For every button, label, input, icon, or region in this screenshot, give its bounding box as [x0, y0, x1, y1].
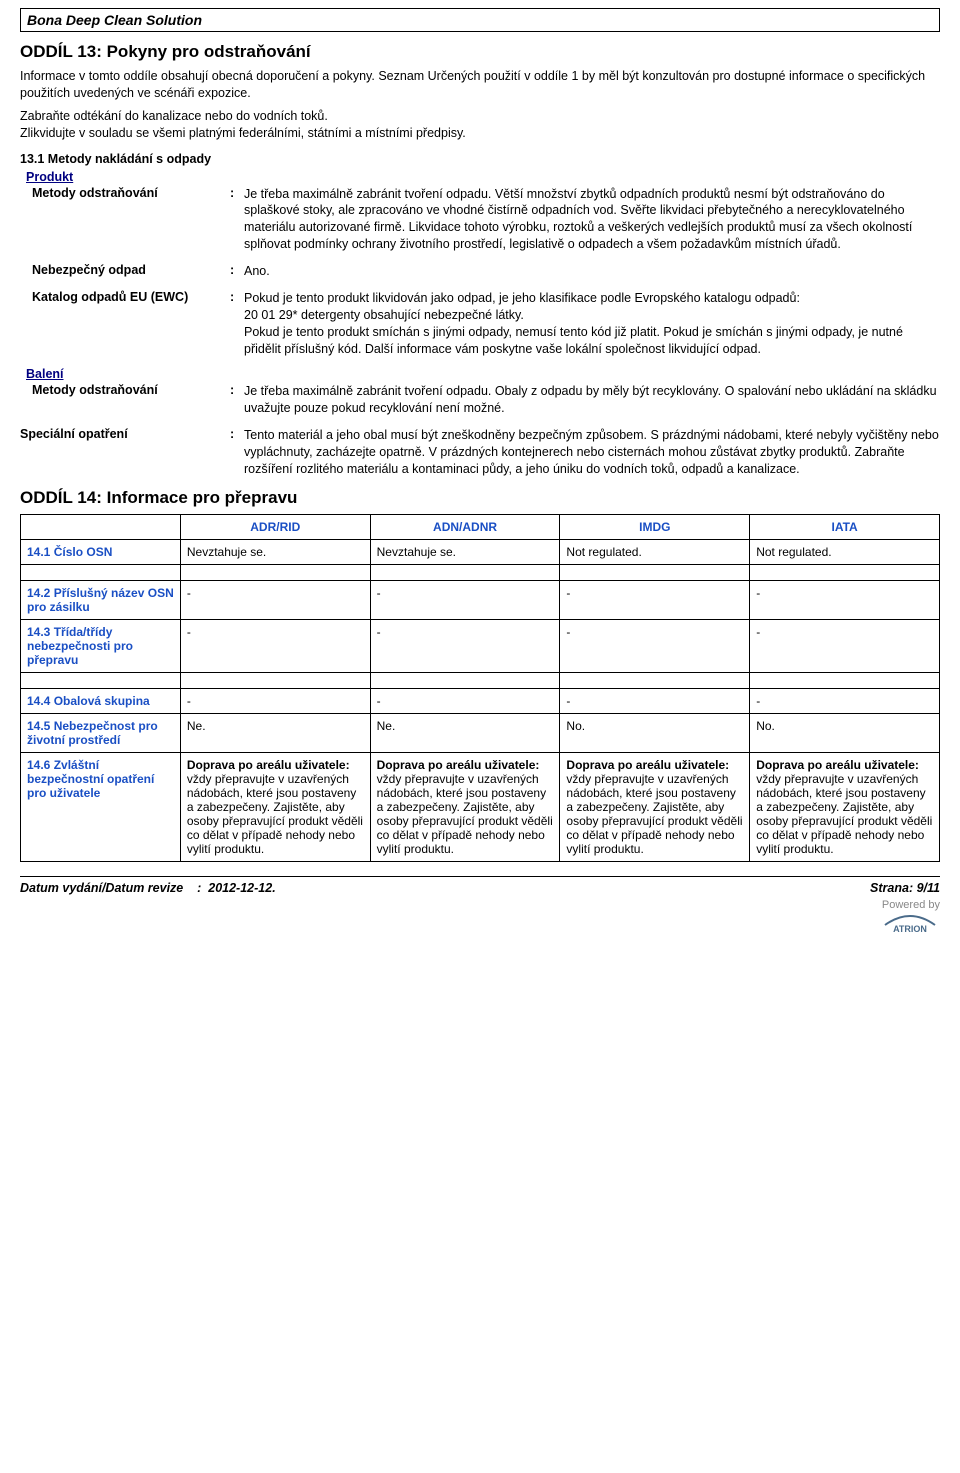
cell-145-1: Ne.: [370, 713, 560, 752]
th-empty: [21, 514, 181, 539]
cell-146-3: Doprava po areálu uživatele: vždy přepra…: [750, 752, 940, 861]
cell-146-3-r: vždy přepravujte v uzavřených nádobách, …: [756, 772, 932, 856]
subheading-131: 13.1 Metody nakládání s odpady: [20, 152, 940, 166]
spacer-row: [21, 672, 940, 688]
spacer-row: [21, 564, 940, 580]
cell-146-0-r: vždy přepravujte v uzavřených nádobách, …: [187, 772, 363, 856]
colon: :: [230, 427, 244, 478]
cell-146-2-r: vždy přepravujte v uzavřených nádobách, …: [566, 772, 742, 856]
footer-date-label: Datum vydání/Datum revize: [20, 881, 183, 895]
row-nebezpecny-odpad: Nebezpečný odpad : Ano.: [20, 263, 940, 280]
label-katalog: Katalog odpadů EU (EWC): [20, 290, 230, 358]
label-spec: Speciální opatření: [20, 427, 230, 478]
section-13-heading: ODDÍL 13: Pokyny pro odstraňování: [20, 42, 940, 62]
page-footer: Datum vydání/Datum revize : 2012-12-12. …: [20, 876, 940, 895]
row-specialni-opatreni: Speciální opatření : Tento materiál a je…: [20, 427, 940, 478]
table-header-row: ADR/RID ADN/ADNR IMDG IATA: [21, 514, 940, 539]
cell-145-3: No.: [750, 713, 940, 752]
rowhead-145: 14.5 Nebezpečnost pro životní prostředí: [21, 713, 181, 752]
table-row: 14.2 Příslušný název OSN pro zásilku - -…: [21, 580, 940, 619]
th-imdg: IMDG: [560, 514, 750, 539]
label-metody2: Metody odstraňování: [20, 383, 230, 417]
footer-date-value: 2012-12-12.: [208, 881, 275, 895]
cell-146-1-b: Doprava po areálu uživatele:: [377, 758, 540, 772]
svg-text:ATRION: ATRION: [893, 924, 927, 933]
value-spec: Tento materiál a jeho obal musí být zneš…: [244, 427, 940, 478]
table-row: 14.5 Nebezpečnost pro životní prostředí …: [21, 713, 940, 752]
cell-141-1: Nevztahuje se.: [370, 539, 560, 564]
transport-table: ADR/RID ADN/ADNR IMDG IATA 14.1 Číslo OS…: [20, 514, 940, 862]
value-metody1: Je třeba maximálně zabránit tvoření odpa…: [244, 186, 940, 254]
cell-142-1: -: [370, 580, 560, 619]
cell-146-2-b: Doprava po areálu uživatele:: [566, 758, 729, 772]
rowhead-146: 14.6 Zvláštní bezpečnostní opatření pro …: [21, 752, 181, 861]
powered-by-text: Powered by: [882, 899, 940, 911]
cell-141-2: Not regulated.: [560, 539, 750, 564]
cell-145-2: No.: [560, 713, 750, 752]
section-14-heading: ODDÍL 14: Informace pro přepravu: [20, 488, 940, 508]
cell-146-1-r: vždy přepravujte v uzavřených nádobách, …: [377, 772, 553, 856]
cell-144-1: -: [370, 688, 560, 713]
cell-146-3-b: Doprava po areálu uživatele:: [756, 758, 919, 772]
colon: :: [230, 383, 244, 417]
cell-143-0: -: [180, 619, 370, 672]
cell-143-2: -: [560, 619, 750, 672]
rowhead-141: 14.1 Číslo OSN: [21, 539, 181, 564]
value-nebezp: Ano.: [244, 263, 940, 280]
section-13-intro2: Zabraňte odtékání do kanalizace nebo do …: [20, 108, 940, 142]
cell-142-3: -: [750, 580, 940, 619]
atrion-logo-icon: ATRION: [880, 911, 940, 933]
cell-146-0: Doprava po areálu uživatele: vždy přepra…: [180, 752, 370, 861]
value-katalog: Pokud je tento produkt likvidován jako o…: [244, 290, 940, 358]
document-title: Bona Deep Clean Solution: [20, 8, 940, 32]
cell-143-3: -: [750, 619, 940, 672]
row-katalog-ewc: Katalog odpadů EU (EWC) : Pokud je tento…: [20, 290, 940, 358]
colon: :: [230, 186, 244, 254]
cell-142-0: -: [180, 580, 370, 619]
th-adnadnr: ADN/ADNR: [370, 514, 560, 539]
colon: :: [230, 290, 244, 358]
value-metody2: Je třeba maximálně zabránit tvoření odpa…: [244, 383, 940, 417]
cell-144-2: -: [560, 688, 750, 713]
rowhead-144: 14.4 Obalová skupina: [21, 688, 181, 713]
cell-144-0: -: [180, 688, 370, 713]
table-row: 14.3 Třída/třídy nebezpečnosti pro přepr…: [21, 619, 940, 672]
footer-right: Strana: 9/11: [870, 881, 940, 895]
cell-145-0: Ne.: [180, 713, 370, 752]
cell-143-1: -: [370, 619, 560, 672]
cell-146-1: Doprava po areálu uživatele: vždy přepra…: [370, 752, 560, 861]
row-metody-odstranovani-2: Metody odstraňování : Je třeba maximálně…: [20, 383, 940, 417]
colon: :: [230, 263, 244, 280]
section-13-intro1: Informace v tomto oddíle obsahují obecná…: [20, 68, 940, 102]
footer-left: Datum vydání/Datum revize : 2012-12-12.: [20, 881, 276, 895]
cell-141-0: Nevztahuje se.: [180, 539, 370, 564]
th-iata: IATA: [750, 514, 940, 539]
subheading-produkt: Produkt: [26, 170, 940, 184]
cell-142-2: -: [560, 580, 750, 619]
cell-144-3: -: [750, 688, 940, 713]
table-row: 14.6 Zvláštní bezpečnostní opatření pro …: [21, 752, 940, 861]
th-adrrid: ADR/RID: [180, 514, 370, 539]
label-metody1: Metody odstraňování: [20, 186, 230, 254]
subheading-baleni: Balení: [26, 367, 940, 381]
rowhead-143: 14.3 Třída/třídy nebezpečnosti pro přepr…: [21, 619, 181, 672]
label-nebezp: Nebezpečný odpad: [20, 263, 230, 280]
row-metody-odstranovani-1: Metody odstraňování : Je třeba maximálně…: [20, 186, 940, 254]
powered-by-logo: Powered by ATRION: [20, 899, 940, 933]
table-row: 14.4 Obalová skupina - - - -: [21, 688, 940, 713]
cell-146-2: Doprava po areálu uživatele: vždy přepra…: [560, 752, 750, 861]
cell-146-0-b: Doprava po areálu uživatele:: [187, 758, 350, 772]
cell-141-3: Not regulated.: [750, 539, 940, 564]
table-row: 14.1 Číslo OSN Nevztahuje se. Nevztahuje…: [21, 539, 940, 564]
rowhead-142: 14.2 Příslušný název OSN pro zásilku: [21, 580, 181, 619]
